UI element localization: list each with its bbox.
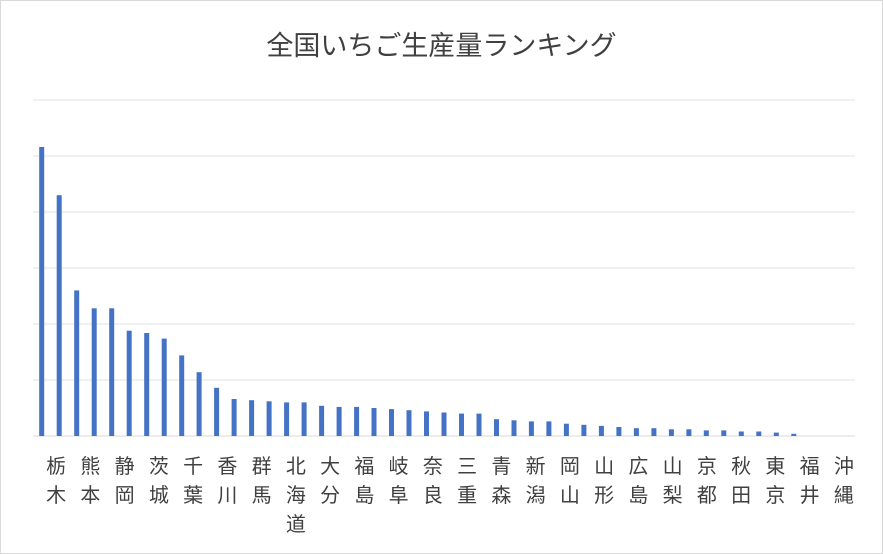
- x-tick-label: 千葉: [183, 454, 203, 507]
- bar: [563, 423, 569, 436]
- bar: [791, 433, 797, 436]
- x-tick-label: 熊本: [80, 454, 100, 507]
- bar: [406, 410, 412, 436]
- bar: [284, 402, 290, 436]
- bar: [354, 406, 360, 436]
- bar: [633, 428, 639, 436]
- bar: [703, 430, 709, 436]
- x-tick-label: 新潟: [526, 454, 546, 507]
- bar: [144, 333, 150, 436]
- x-tick-label: 京都: [697, 454, 717, 507]
- bar: [598, 425, 604, 436]
- bar: [301, 402, 307, 436]
- x-tick-label: 奈良: [423, 454, 443, 507]
- x-tick-label: 沖縄: [834, 454, 854, 507]
- bar: [581, 424, 587, 436]
- bar: [336, 406, 342, 436]
- bar: [441, 412, 447, 436]
- x-tick-label: 山形: [594, 454, 614, 507]
- x-tick-label: 秋田: [731, 454, 751, 507]
- bar: [494, 419, 499, 436]
- bar: [39, 147, 45, 436]
- bar: [371, 408, 377, 436]
- bar: [161, 338, 167, 436]
- x-tick-label: 広島: [628, 454, 648, 507]
- x-tick-label: 栃木: [46, 454, 66, 507]
- bar: [424, 411, 429, 436]
- bar: [74, 290, 80, 436]
- bar: [179, 355, 185, 436]
- bar: [319, 405, 325, 436]
- bar: [389, 409, 394, 436]
- x-tick-label: 大分: [320, 454, 340, 507]
- x-tick-label: 福井: [800, 454, 820, 507]
- x-tick-label: 群馬: [252, 454, 272, 507]
- x-tick-label: 香川: [217, 454, 237, 507]
- bar: [528, 421, 534, 436]
- bar: [616, 427, 622, 436]
- bar: [214, 387, 220, 436]
- x-tick-label: 山梨: [663, 454, 683, 507]
- x-tick-label: 三重: [457, 454, 477, 507]
- x-tick-label: 北海道: [286, 454, 306, 536]
- bar: [756, 431, 762, 436]
- bar: [109, 308, 115, 436]
- bar: [511, 420, 517, 436]
- bar: [266, 401, 272, 436]
- bar: [459, 413, 464, 436]
- x-tick-label: 福島: [354, 454, 374, 507]
- bar: [476, 413, 482, 436]
- bar: [249, 400, 255, 436]
- bar: [56, 195, 62, 436]
- bar: [738, 431, 744, 436]
- x-tick-label: 東京: [765, 454, 785, 507]
- bar: [668, 429, 674, 436]
- bar: [773, 432, 779, 436]
- x-tick-label: 青森: [491, 454, 511, 507]
- bar: [686, 429, 692, 436]
- x-tick-label: 茨城: [149, 454, 169, 507]
- chart-title: 全国いちご生産量ランキング: [266, 31, 617, 62]
- bar: [546, 421, 552, 436]
- bar: [651, 428, 657, 436]
- x-tick-label: 静岡: [115, 454, 135, 507]
- bar: [231, 399, 237, 436]
- bar: [196, 372, 202, 436]
- bar: [721, 430, 727, 436]
- x-tick-label: 岐阜: [389, 454, 409, 507]
- bar: [126, 330, 132, 436]
- bar: [91, 308, 97, 436]
- x-tick-label: 岡山: [560, 454, 580, 507]
